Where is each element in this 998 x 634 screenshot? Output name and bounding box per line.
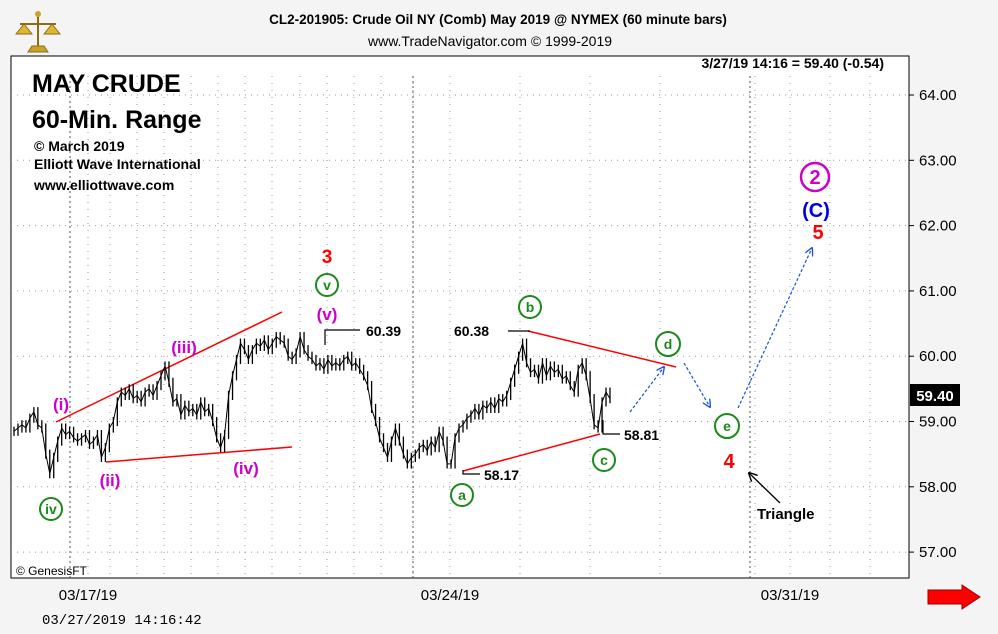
projection-arrow-5: [737, 248, 812, 409]
wave-label-c: c: [600, 452, 608, 468]
callout-line-58-81: [602, 420, 620, 435]
timestamp-label: 03/27/2019 14:16:42: [42, 613, 202, 629]
y-tick-label: 62.00: [919, 218, 957, 235]
wave-circle-c: [592, 448, 616, 472]
chart-subheading: 60-Min. Range: [32, 106, 202, 134]
wave-label-C: (C): [802, 200, 830, 222]
wave-circle-e: [714, 413, 740, 439]
callout-line-60-39: [324, 329, 360, 345]
wave-circle-v: [315, 273, 339, 297]
wave-label-d: d: [664, 336, 673, 352]
chart-heading: MAY CRUDE: [32, 70, 181, 98]
price-line: [13, 334, 611, 474]
price-label-58-17: 58.17: [484, 467, 519, 483]
wave-circle-b: [518, 295, 542, 319]
x-tick-label: 03/24/19: [421, 587, 479, 604]
wedge-lower-trendline: [105, 446, 293, 463]
wave-label-iv-paren: (iv): [233, 459, 259, 478]
wave-circle-d: [655, 331, 681, 357]
triangle-lower-trendline: [462, 433, 601, 472]
data-source-label: © GenesisFT: [16, 564, 88, 578]
y-tick-label: 64.00: [919, 87, 957, 104]
y-tick-label: 59.00: [919, 414, 957, 431]
last-price-label: 59.40: [916, 388, 954, 405]
wave-label-i: (i): [53, 395, 69, 414]
callout-line-58-17: [462, 470, 480, 475]
y-tick-label: 60.00: [919, 348, 957, 365]
publisher-line: Elliott Wave International: [34, 156, 201, 172]
price-label-60-39: 60.39: [366, 323, 401, 339]
wave-label-4: 4: [723, 451, 735, 473]
projection-arrow-e: [683, 362, 710, 407]
wave-label-v-paren: (v): [317, 305, 338, 324]
trade-navigator-logo: [14, 11, 62, 53]
wave-label-b: b: [526, 299, 535, 315]
price-label-58-81: 58.81: [624, 427, 659, 443]
website-line: www.elliottwave.com: [33, 177, 174, 193]
y-tick-label: 58.00: [919, 479, 957, 496]
wave-label-iii: (iii): [171, 338, 197, 357]
triangle-upper-trendline: [527, 330, 677, 368]
triangle-pointer-arrow: [749, 473, 781, 504]
chart-subtitle: www.TradeNavigator.com © 1999-2019: [367, 33, 612, 49]
grid-lines: [11, 76, 909, 578]
scroll-right-arrow-icon[interactable]: [927, 584, 981, 610]
wave-label-2: 2: [809, 167, 820, 189]
wave-circle-a: [450, 483, 474, 507]
wave-label-a: a: [458, 487, 466, 503]
wave-labels: iv v a b c d e (i) (ii) (iii) (iv) (v) 2…: [39, 161, 831, 521]
x-axis: 03/17/19 03/24/19 03/31/19: [59, 587, 819, 604]
y-tick-label: 63.00: [919, 152, 957, 169]
wave-label-5: 5: [812, 222, 823, 244]
quote-readout: 3/27/19 14:16 = 59.40 (-0.54): [701, 55, 884, 71]
wave-label-3: 3: [322, 247, 333, 268]
wave-label-e: e: [723, 418, 731, 434]
price-series: [13, 332, 611, 479]
chart-title: CL2-201905: Crude Oil NY (Comb) May 2019…: [269, 12, 727, 27]
y-axis: 64.00 63.00 62.00 61.00 60.00 59.00 58.00 57.00: [909, 87, 957, 561]
wave-circle-2: [799, 161, 831, 193]
x-tick-label: 03/31/19: [761, 587, 819, 604]
wave-label-v: v: [323, 277, 331, 293]
wave-label-ii: (ii): [100, 471, 121, 490]
wave-circle-iv: [39, 497, 63, 521]
y-tick-label: 61.00: [919, 283, 957, 300]
projection-arrow-d: [629, 367, 664, 413]
y-tick-label: 57.00: [919, 544, 957, 561]
price-label-60-38: 60.38: [454, 323, 489, 339]
copyright-line: © March 2019: [34, 138, 125, 154]
last-price-box: [910, 384, 960, 406]
wave-label-iv: iv: [45, 501, 57, 517]
x-tick-label: 03/17/19: [59, 587, 117, 604]
triangle-annotation: Triangle: [757, 506, 815, 523]
